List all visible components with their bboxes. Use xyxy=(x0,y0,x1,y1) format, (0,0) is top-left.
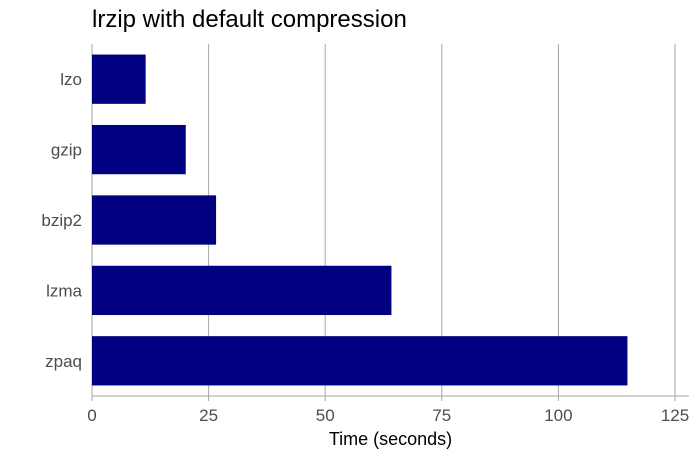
x-tick-label-0: 0 xyxy=(87,406,96,425)
bar-lzo xyxy=(92,54,146,104)
bar-lzma xyxy=(92,265,392,316)
x-tick-label-1: 25 xyxy=(199,406,218,425)
bar-bzip2 xyxy=(92,195,217,245)
x-tick-label-5: 125 xyxy=(661,406,689,425)
chart-title: lrzip with default compression xyxy=(92,6,407,33)
x-tick-label-3: 75 xyxy=(432,406,451,425)
y-tick-label-lzma: lzma xyxy=(46,281,82,300)
bar-zpaq xyxy=(92,336,628,386)
y-tick-label-gzip: gzip xyxy=(51,141,82,160)
bar-gzip xyxy=(92,124,186,175)
x-tick-label-4: 100 xyxy=(544,406,572,425)
x-tick-label-2: 50 xyxy=(316,406,335,425)
y-tick-label-zpaq: zpaq xyxy=(45,352,82,371)
y-tick-label-bzip2: bzip2 xyxy=(41,211,82,230)
x-axis-title: Time (seconds) xyxy=(329,429,452,449)
y-tick-label-lzo: lzo xyxy=(60,70,82,89)
